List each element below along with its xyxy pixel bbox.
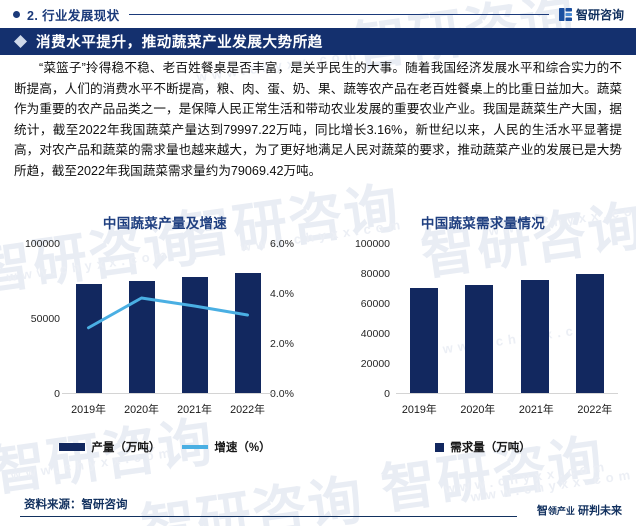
bar: [409, 288, 438, 393]
slide-footer: 资料来源：智研咨询 智领产业 研判未来: [0, 480, 636, 526]
chart-legend: 需求量（万吨）: [330, 439, 636, 455]
bar: [234, 273, 261, 393]
bar-group: [62, 244, 274, 393]
plot-area: 0 20000 40000 60000 80000 100000 2019年 2020年 20…: [328, 238, 636, 416]
footer-divider: [20, 515, 517, 517]
slogan-part-a: 智: [536, 505, 548, 517]
y-axis-tick: 50000: [30, 313, 60, 325]
x-axis-tick: 2020年: [460, 404, 496, 416]
chart-title: 中国蔬菜产量及增速: [102, 216, 228, 231]
y-axis-tick: 40000: [360, 328, 390, 340]
chart-title: 中国蔬菜需求量情况: [420, 216, 546, 231]
x-axis-tick: 2020年: [124, 404, 159, 416]
bar: [520, 279, 549, 393]
y-axis-tick: 20000: [360, 358, 390, 370]
plot-canvas: [62, 244, 274, 394]
x-axis-tick: 2021年: [518, 404, 554, 416]
legend-bar-swatch-icon: [435, 442, 445, 452]
legend-item[interactable]: 增速（%）: [182, 439, 271, 455]
chart-vegetable-demand: 中国蔬菜需求量情况 0 20000 40000 60000 80000 100000 20…: [330, 196, 636, 461]
slogan-part-b: 领产业: [547, 506, 575, 516]
y-axis-tick: 60000: [360, 298, 390, 310]
y-axis-right: 0.0% 2.0% 4.0% 6.0%: [270, 238, 328, 400]
section-label: 2. 行业发展现状: [27, 8, 120, 23]
footer-slogan: 智领产业 研判未来: [537, 502, 622, 518]
section-title: 消费水平提升，推动蔬菜产业发展大势所趋: [36, 35, 323, 51]
growth-line-series: [87, 296, 249, 330]
diamond-icon: [14, 35, 27, 48]
chart-vegetable-output: 中国蔬菜产量及增速 0 50000 100000 0.0% 2.0% 4.0% 6.0% …: [0, 196, 330, 461]
body-paragraph: “菜篮子”拎得稳不稳、老百姓餐桌是否丰富，是关乎民生的大事。随着我国经济发展水平…: [14, 61, 622, 178]
y-axis-tick: 6.0%: [270, 238, 294, 250]
y-axis-left: 0 50000 100000: [2, 238, 60, 400]
legend-label: 需求量（万吨）: [450, 442, 531, 454]
x-axis-tick: 2022年: [230, 404, 265, 416]
y-axis-tick: 100000: [354, 238, 390, 250]
y-axis-tick: 0: [384, 388, 390, 400]
brand-name: 智研咨询: [575, 7, 624, 22]
bar: [75, 284, 102, 393]
y-axis-tick: 0.0%: [270, 388, 294, 400]
y-axis-tick: 4.0%: [270, 288, 294, 300]
plot-canvas: [396, 244, 618, 394]
x-axis-tick: 2019年: [71, 404, 106, 416]
x-axis: 2019年 2020年 2021年 2022年: [62, 394, 274, 417]
bullet-dot-icon: [13, 10, 20, 18]
growth-line: [87, 296, 249, 330]
y-axis-tick: 0: [54, 388, 60, 400]
slogan-part-c: 研判未来: [578, 505, 622, 517]
x-axis-tick: 2022年: [577, 404, 613, 416]
y-axis-left: 0 20000 40000 60000 80000 100000: [328, 238, 390, 400]
y-axis-tick: 80000: [360, 268, 390, 280]
bar: [181, 276, 208, 393]
legend-bar-swatch-icon: [59, 443, 86, 451]
charts-area: 中国蔬菜产量及增速 0 50000 100000 0.0% 2.0% 4.0% 6.0% …: [0, 196, 636, 461]
bar: [576, 274, 605, 393]
section-title-band: 消费水平提升，推动蔬菜产业发展大势所趋: [0, 28, 636, 55]
y-axis-tick: 100000: [24, 238, 60, 250]
bar: [465, 285, 494, 393]
plot-area: 0 50000 100000 0.0% 2.0% 4.0% 6.0% 2019年 2020年…: [0, 238, 330, 416]
header-divider: [128, 13, 549, 15]
bar-group: [396, 244, 618, 393]
brand-logo: 智研咨询: [558, 6, 624, 23]
source-note: 资料来源：智研咨询: [24, 499, 128, 511]
x-axis-tick: 2021年: [177, 404, 212, 416]
legend-item[interactable]: 产量（万吨）: [59, 439, 160, 455]
x-axis: 2019年 2020年 2021年 2022年: [390, 394, 624, 417]
x-axis-tick: 2019年: [401, 404, 437, 416]
legend-label: 产量（万吨）: [91, 442, 161, 454]
y-axis-tick: 2.0%: [270, 338, 294, 350]
legend-item[interactable]: 需求量（万吨）: [435, 439, 531, 455]
legend-line-swatch-icon: [182, 445, 209, 449]
slide-header: 2. 行业发展现状 智研咨询: [0, 0, 636, 28]
legend-label: 增速（%）: [214, 442, 271, 454]
chart-legend: 产量（万吨） 增速（%）: [0, 439, 330, 455]
zhiyan-logo-icon: [558, 7, 572, 21]
